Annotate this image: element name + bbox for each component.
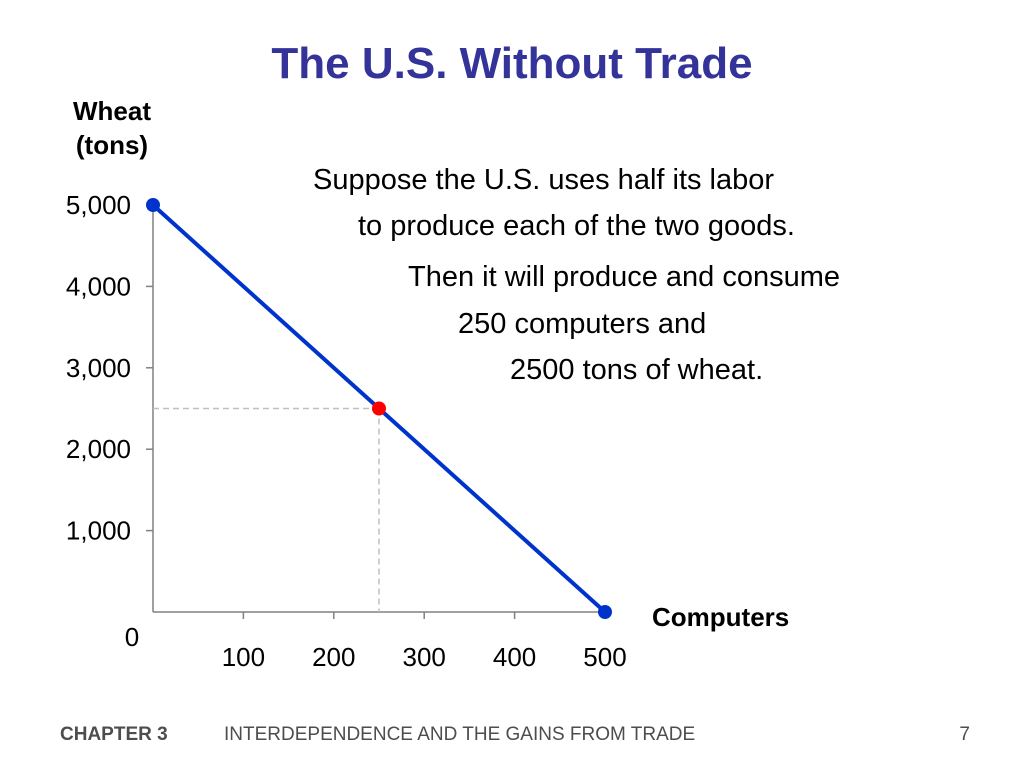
x-tick-label: 300 (403, 642, 446, 672)
y-axis-title: Wheat (73, 96, 151, 126)
x-tick-label: 100 (222, 642, 265, 672)
slide-title: The U.S. Without Trade (271, 39, 753, 88)
note-line-2: to produce each of the two goods. (358, 210, 795, 242)
y-axis-title: (tons) (76, 130, 148, 160)
production-point-marker (372, 401, 386, 416)
note-line-5: 2500 tons of wheat. (510, 354, 764, 386)
endpoint-marker (598, 605, 612, 619)
x-tick-label: 400 (493, 642, 536, 672)
x-tick-label: 500 (583, 642, 626, 672)
note-line-1: Suppose the U.S. uses half its labor (313, 164, 775, 196)
x-tick-label: 200 (312, 642, 355, 672)
endpoint-marker (146, 198, 160, 212)
y-tick-label: 2,000 (66, 434, 131, 464)
origin-label: 0 (125, 622, 139, 652)
note-line-3: Then it will produce and consume (408, 261, 841, 293)
footer-title: INTERDEPENDENCE AND THE GAINS FROM TRADE (224, 724, 696, 745)
note-line-4: 250 computers and (458, 308, 707, 340)
y-tick-label: 4,000 (66, 271, 131, 301)
y-tick-label: 1,000 (66, 516, 131, 546)
footer-chapter: CHAPTER 3 (60, 724, 168, 745)
page-number: 7 (959, 724, 970, 745)
y-tick-label: 3,000 (66, 353, 131, 383)
y-tick-label: 5,000 (66, 190, 131, 220)
x-axis-title: Computers (652, 602, 789, 632)
